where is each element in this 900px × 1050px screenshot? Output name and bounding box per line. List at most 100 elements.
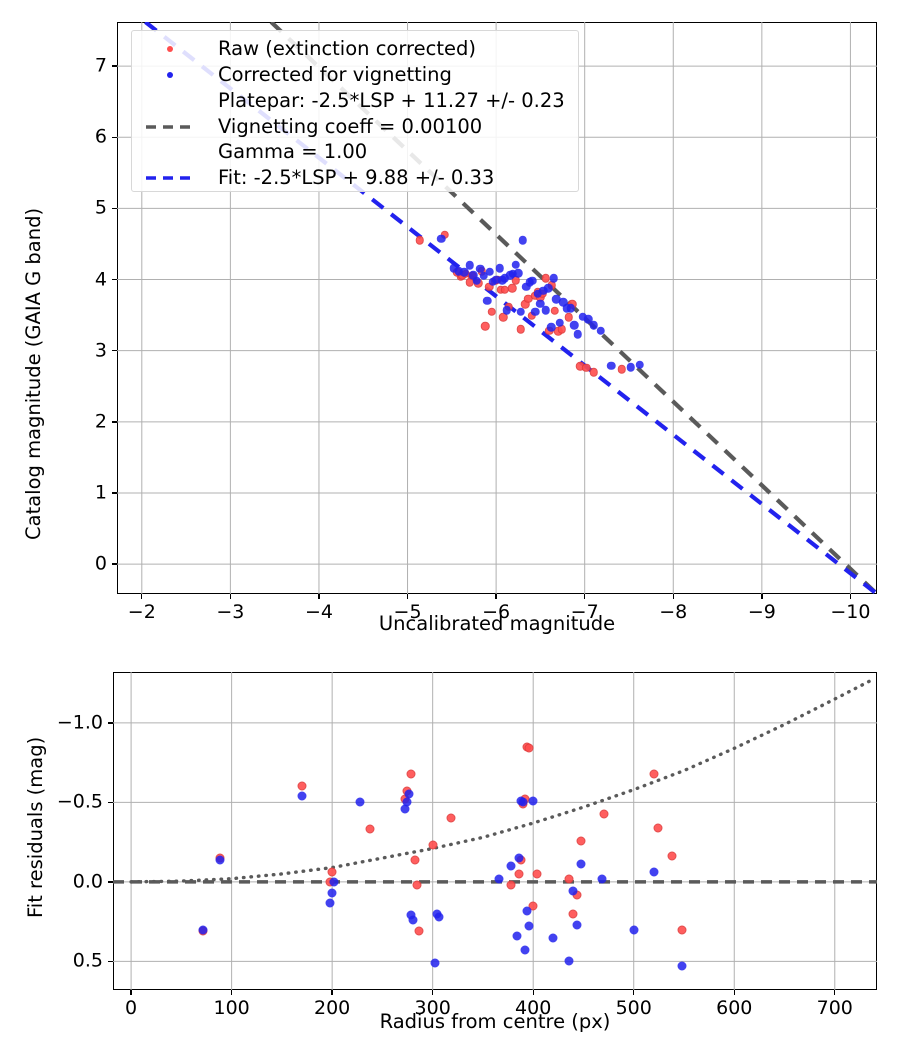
legend-label-1: Corrected for vignetting xyxy=(218,63,452,86)
data-point xyxy=(536,299,545,308)
x-tick-label: 400 xyxy=(515,997,552,1019)
x-tick xyxy=(834,990,836,995)
y-tick-label: 7 xyxy=(94,54,107,77)
data-point xyxy=(576,859,586,869)
y-tick-label: 0.5 xyxy=(72,949,103,972)
legend-label-5: Fit: -2.5*LSP + 9.88 +/- 0.33 xyxy=(218,166,495,189)
data-point xyxy=(329,877,339,887)
data-point xyxy=(629,925,639,935)
data-point xyxy=(564,874,574,884)
data-point xyxy=(649,769,659,779)
data-point xyxy=(512,931,522,941)
x-tick-label: −2 xyxy=(127,601,156,623)
y-tick-label: 5 xyxy=(94,196,107,219)
data-point xyxy=(502,305,511,315)
y-tick xyxy=(112,563,117,565)
x-axis-title-top: Uncalibrated magnitude xyxy=(378,612,616,635)
data-point xyxy=(564,956,574,966)
legend-label-0: Raw (extinction corrected) xyxy=(218,37,476,60)
data-point xyxy=(582,363,591,372)
data-point xyxy=(518,236,527,245)
x-tick xyxy=(583,594,586,599)
x-tick xyxy=(331,990,333,995)
data-point xyxy=(365,824,375,834)
x-tick-label: −8 xyxy=(659,601,688,623)
data-point xyxy=(569,320,579,330)
data-point xyxy=(297,781,307,791)
data-point xyxy=(596,326,605,336)
data-point xyxy=(327,867,337,877)
x-tick xyxy=(532,990,534,995)
data-point xyxy=(564,312,573,322)
y-tick-label: 1 xyxy=(94,481,107,504)
y-tick xyxy=(108,801,113,804)
x-tick xyxy=(130,990,132,995)
y-tick xyxy=(112,349,117,352)
x-tick xyxy=(318,594,320,599)
data-point xyxy=(516,307,526,316)
data-point xyxy=(485,267,495,276)
x-tick-label: −4 xyxy=(304,601,333,623)
data-point xyxy=(626,362,635,372)
data-point xyxy=(528,796,538,806)
data-point xyxy=(667,851,677,861)
data-point xyxy=(297,791,307,801)
data-point xyxy=(530,307,540,316)
y-tick xyxy=(112,136,117,138)
legend-box: Raw (extinction corrected) Corrected for… xyxy=(131,30,579,192)
data-point xyxy=(568,886,578,896)
data-point xyxy=(459,268,469,277)
photometric-calibration-plot: −2 −3 −4 −5 −6 −7 −8 −9 −10 0 1 2 3 4 5 6 7 Uncalibrated… xyxy=(22,22,877,635)
data-point xyxy=(544,283,553,293)
data-point xyxy=(198,925,208,935)
data-point xyxy=(479,271,488,281)
x-tick xyxy=(406,594,409,599)
data-point xyxy=(483,296,492,306)
data-point xyxy=(434,912,444,922)
y-tick xyxy=(112,492,117,494)
y-tick xyxy=(108,722,113,724)
legend-marker-raw-icon xyxy=(167,46,173,52)
data-point xyxy=(548,933,558,943)
data-point xyxy=(568,909,578,919)
data-point xyxy=(653,823,663,833)
x-tick xyxy=(229,594,232,599)
data-point xyxy=(506,880,516,890)
data-point xyxy=(599,809,609,818)
y-tick-label: −1.0 xyxy=(56,711,103,734)
data-point xyxy=(528,276,537,286)
data-point xyxy=(507,283,517,293)
data-point xyxy=(472,276,481,286)
data-point xyxy=(481,322,490,331)
x-tick-label: −5 xyxy=(393,601,422,623)
data-point xyxy=(446,813,456,823)
data-point xyxy=(520,945,530,955)
x-axis-title-bottom: Radius from centre (px) xyxy=(379,1010,611,1033)
data-point xyxy=(516,325,526,334)
data-point xyxy=(506,861,516,871)
data-point xyxy=(494,874,504,884)
data-point xyxy=(555,318,565,328)
data-point xyxy=(607,361,616,370)
legend-dash-icons xyxy=(146,125,194,180)
data-point xyxy=(597,874,607,884)
y-tick xyxy=(112,207,117,210)
data-point xyxy=(514,853,524,863)
data-point xyxy=(514,268,523,278)
y-tick xyxy=(112,278,117,281)
data-point xyxy=(327,888,337,898)
data-point xyxy=(566,303,575,313)
data-point xyxy=(617,364,627,374)
y-tick-label: 4 xyxy=(94,268,107,291)
x-tick xyxy=(633,990,635,995)
x-tick-label: −7 xyxy=(570,601,599,623)
x-tick-label: 600 xyxy=(716,997,753,1019)
y-tick-label: 3 xyxy=(94,339,107,362)
data-point xyxy=(528,901,538,911)
data-point xyxy=(635,360,644,370)
x-tick xyxy=(230,990,233,995)
data-point xyxy=(495,263,504,273)
legend-marker-corrected-icon xyxy=(167,72,173,78)
data-point xyxy=(325,898,335,908)
